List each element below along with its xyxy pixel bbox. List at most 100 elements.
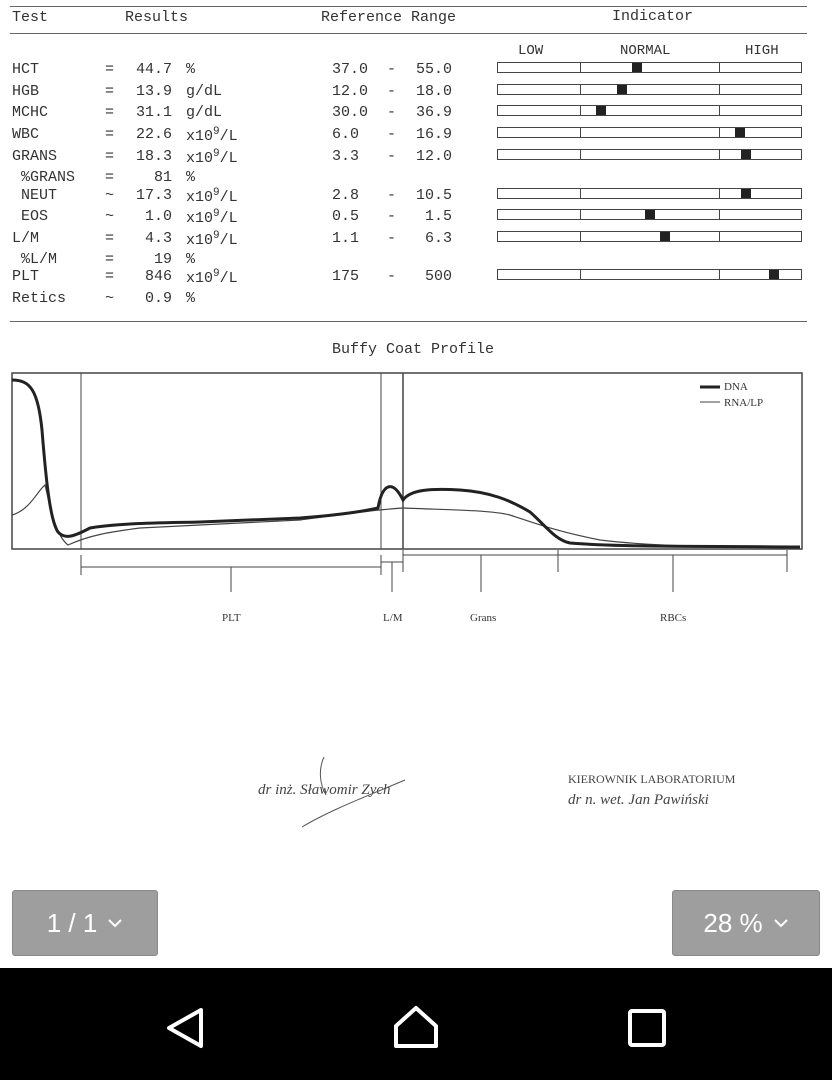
unit-exponent: 9 [213,187,220,199]
ref-high: 6.3 [416,230,453,247]
signature-left-name: dr inż. Sławomir Zych [258,782,391,798]
ref-dash: - [387,208,397,225]
indicator-marker [735,128,746,137]
result-value: 846 [136,268,173,285]
scale-high: HIGH [745,43,779,59]
ref-high: 10.5 [416,187,453,204]
indicator-bar [497,149,802,160]
ref-high: 500 [416,268,453,285]
back-icon[interactable] [163,1006,207,1050]
divider [10,33,807,34]
operator: = [105,126,115,143]
unit: x10 [186,210,214,227]
indicator-bar [497,127,802,138]
indicator-marker [617,85,628,94]
ref-low: 3.3 [332,148,360,165]
test-name: HGB [12,83,40,100]
zoom-selector-button[interactable]: 28 % [672,890,820,956]
legend-dna: DNA [724,381,748,393]
indicator-bar [497,84,802,95]
operator: = [105,104,115,121]
ref-dash: - [387,230,397,247]
zone-grans: Grans [470,612,497,624]
ref-dash: - [387,104,397,121]
unit-exponent: 9 [213,208,220,220]
test-name: NEUT [12,187,58,204]
home-icon[interactable] [392,1004,440,1050]
indicator-marker [632,63,643,72]
unit-suffix: /L [219,150,238,167]
unit-exponent: 9 [213,268,220,280]
operator: ~ [105,208,115,225]
result-value: 0.9 [136,290,173,307]
ref-low: 2.8 [332,187,360,204]
ref-low: 1.1 [332,230,360,247]
result-unit: g/dL [186,84,222,99]
operator: = [105,268,115,285]
ref-dash: - [387,268,397,285]
operator: ~ [105,290,115,307]
result-value: 1.0 [136,208,173,225]
indicator-bar [497,62,802,73]
result-unit: % [186,291,195,306]
result-unit: x109/L [186,187,238,206]
result-value: 18.3 [136,148,173,165]
result-value: 4.3 [136,230,173,247]
unit-suffix: /L [219,189,238,206]
unit: % [186,61,196,78]
ref-high: 36.9 [416,104,453,121]
indicator-marker [659,232,670,241]
result-value: 22.6 [136,126,173,143]
page-selector-button[interactable]: 1 / 1 [12,890,158,956]
rna-lp-curve [11,483,801,548]
buffy-coat-profile-graph [11,372,803,592]
unit-exponent: 9 [213,148,220,160]
ref-low: 37.0 [332,61,369,78]
indicator-bar [497,188,802,199]
result-unit: x109/L [186,126,238,145]
unit-suffix: /L [219,270,238,287]
result-unit: g/dL [186,105,222,120]
result-value: 19 [136,251,173,268]
unit-suffix: /L [219,210,238,227]
ref-high: 12.0 [416,148,453,165]
signature-scribble [301,756,406,828]
ref-dash: - [387,83,397,100]
header-test: Test [12,9,49,26]
unit-exponent: 9 [213,126,220,138]
ref-high: 1.5 [416,208,453,225]
zone-plt: PLT [222,612,241,624]
ref-dash: - [387,61,397,78]
zone-lm: L/M [383,612,403,624]
ref-dash: - [387,126,397,143]
unit: x10 [186,150,214,167]
divider [10,6,807,7]
profile-title: Buffy Coat Profile [332,341,495,358]
operator: = [105,61,115,78]
legend-rna-lp: RNA/LP [724,397,764,409]
header-indicator: Indicator [612,8,694,25]
test-name: L/M [12,230,40,247]
indicator-marker [741,189,752,198]
test-name: WBC [12,126,40,143]
test-name: EOS [12,208,49,225]
result-value: 31.1 [136,104,173,121]
result-unit: x109/L [186,148,238,167]
indicator-marker [596,106,607,115]
result-unit: % [186,62,195,77]
unit: g/dL [186,83,223,100]
result-unit: x109/L [186,268,238,287]
unit: % [186,251,196,268]
header-results: Results [125,9,189,26]
ref-low: 6.0 [332,126,360,143]
scale-low: LOW [518,43,544,59]
unit-suffix: /L [219,128,238,145]
indicator-bar [497,209,802,220]
test-name: Retics [12,290,67,307]
recents-icon[interactable] [627,1008,667,1048]
ref-high: 55.0 [416,61,453,78]
test-name: MCHC [12,104,49,121]
result-unit: % [186,170,195,185]
ref-low: 175 [332,268,360,285]
indicator-bar [497,105,802,116]
